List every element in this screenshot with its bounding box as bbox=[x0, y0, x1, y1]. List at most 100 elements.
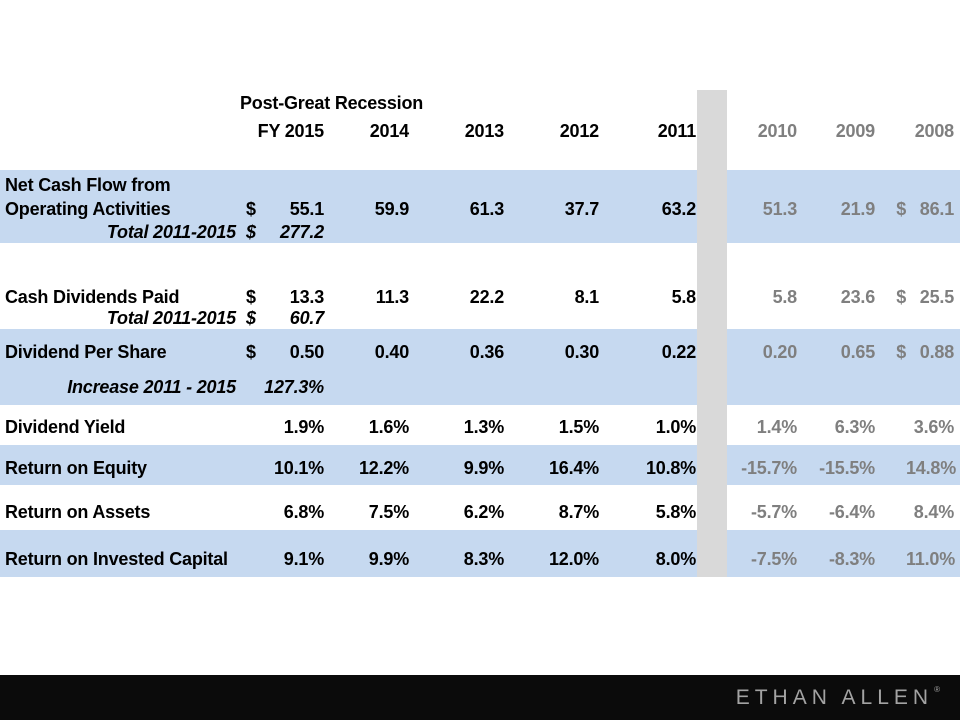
dollar-sign: $ bbox=[896, 286, 906, 307]
financial-table: Post-Great Recession FY 2015 2014 2013 2… bbox=[0, 90, 960, 577]
col-header-2008: 2008 bbox=[914, 120, 954, 141]
dollar-sign: $ bbox=[246, 341, 256, 362]
value-cell: 59.9 bbox=[374, 199, 409, 220]
registered-trademark-icon: ® bbox=[934, 685, 940, 694]
group-header-label: Post-Great Recession bbox=[240, 93, 424, 114]
value-cell: 8.1 bbox=[574, 286, 600, 307]
table-row-dividend-yield: Dividend Yield 1.9% 1.6% 1.3% 1.5% 1.0% … bbox=[0, 405, 960, 445]
subtotal-value: 277.2 bbox=[279, 221, 324, 242]
subtotal-value: 127.3% bbox=[264, 376, 324, 397]
row-values-line: Dividend Per Share $ 0.50 0.40 0.36 0.30… bbox=[0, 335, 960, 370]
row-values-line: Cash Dividends Paid $ 13.3 11.3 22.2 8.1… bbox=[0, 287, 960, 308]
value-cell-gray: 1.4% bbox=[756, 417, 797, 438]
subtotal-label: Total 2011-2015 bbox=[106, 221, 236, 242]
value-cell: 6.8% bbox=[283, 501, 324, 522]
value-cell: 9.9% bbox=[368, 548, 409, 569]
row-values-line: Operating Activities $ 55.1 59.9 61.3 37… bbox=[0, 198, 960, 222]
footer-bar: ETHAN ALLEN ® bbox=[0, 675, 960, 720]
value-cell-gray: -5.7% bbox=[750, 501, 797, 522]
value-cell: 55.1 bbox=[289, 199, 324, 220]
row-label: Cash Dividends Paid bbox=[5, 286, 180, 307]
col-header-2010: 2010 bbox=[757, 120, 797, 141]
dollar-sign: $ bbox=[246, 286, 256, 307]
value-cell: 1.5% bbox=[558, 417, 599, 438]
value-cell: 8.0% bbox=[655, 548, 696, 569]
value-cell-gray: 3.6% bbox=[913, 417, 954, 438]
value-cell-gray: 5.8 bbox=[772, 286, 798, 307]
table-row-cash-dividends-paid: Cash Dividends Paid $ 13.3 11.3 22.2 8.1… bbox=[0, 283, 960, 329]
value-cell: 0.40 bbox=[374, 341, 409, 362]
value-cell: 0.30 bbox=[564, 341, 599, 362]
row-label: Dividend Per Share bbox=[5, 341, 167, 362]
subtotal-label: Total 2011-2015 bbox=[106, 307, 236, 328]
value-cell-gray: 11.0% bbox=[906, 548, 956, 569]
spacer bbox=[0, 145, 960, 170]
table-row-dividend-per-share: Dividend Per Share $ 0.50 0.40 0.36 0.30… bbox=[0, 329, 960, 405]
value-cell: 22.2 bbox=[469, 286, 504, 307]
row-subtotal-line: Total 2011-2015 $ 60.7 bbox=[0, 308, 960, 329]
value-cell: 12.2% bbox=[358, 458, 409, 479]
col-header-2011: 2011 bbox=[657, 120, 696, 141]
row-label: Dividend Yield bbox=[5, 417, 126, 438]
dollar-sign: $ bbox=[246, 307, 256, 328]
subtotal-value: 60.7 bbox=[289, 307, 324, 328]
value-cell-gray: 6.3% bbox=[834, 417, 875, 438]
value-cell: 0.36 bbox=[469, 341, 504, 362]
value-cell: 7.5% bbox=[368, 501, 409, 522]
value-cell: 5.8% bbox=[655, 501, 696, 522]
row-label: Return on Invested Capital bbox=[5, 548, 228, 569]
column-divider-bar bbox=[697, 90, 727, 577]
value-cell-gray: -6.4% bbox=[828, 501, 875, 522]
value-cell-gray: -8.3% bbox=[828, 548, 875, 569]
value-cell-gray: 21.9 bbox=[840, 199, 875, 220]
value-cell: 1.0% bbox=[655, 417, 696, 438]
value-cell: 12.0% bbox=[548, 548, 599, 569]
dollar-sign: $ bbox=[246, 199, 256, 220]
value-cell: 11.3 bbox=[375, 286, 409, 307]
value-cell: 13.3 bbox=[289, 286, 324, 307]
value-cell-gray: 0.88 bbox=[919, 341, 954, 362]
value-cell: 0.22 bbox=[661, 341, 696, 362]
value-cell-gray: 25.5 bbox=[919, 286, 954, 307]
value-cell: 37.7 bbox=[564, 199, 599, 220]
dollar-sign: $ bbox=[896, 341, 906, 362]
col-header-fy2015: FY 2015 bbox=[257, 120, 325, 141]
value-cell-gray: -7.5% bbox=[750, 548, 797, 569]
value-cell-gray: 0.65 bbox=[840, 341, 875, 362]
row-subtotal-line: Increase 2011 - 2015 127.3% bbox=[0, 370, 960, 405]
value-cell: 9.1% bbox=[283, 548, 324, 569]
dollar-sign: $ bbox=[896, 199, 906, 220]
value-cell-gray: 14.8% bbox=[906, 458, 957, 479]
value-cell: 10.8% bbox=[645, 458, 696, 479]
value-cell: 10.1% bbox=[273, 458, 324, 479]
value-cell-gray: -15.7% bbox=[741, 458, 797, 479]
table-row-return-on-equity: Return on Equity 10.1% 12.2% 9.9% 16.4% … bbox=[0, 445, 960, 485]
row-label-line: Net Cash Flow from bbox=[0, 173, 960, 198]
subtotal-label: Increase 2011 - 2015 bbox=[67, 376, 236, 397]
value-cell: 9.9% bbox=[463, 458, 504, 479]
value-cell: 0.50 bbox=[289, 341, 324, 362]
row-label: Operating Activities bbox=[5, 199, 171, 220]
brand-logo: ETHAN ALLEN bbox=[735, 685, 934, 709]
value-cell: 8.7% bbox=[558, 501, 599, 522]
row-label: Return on Equity bbox=[5, 458, 147, 479]
col-header-2012: 2012 bbox=[559, 120, 599, 141]
value-cell: 6.2% bbox=[463, 501, 504, 522]
table-row-net-cash-flow: Net Cash Flow from Operating Activities … bbox=[0, 170, 960, 243]
value-cell: 8.3% bbox=[463, 548, 504, 569]
value-cell-gray: -15.5% bbox=[819, 458, 875, 479]
table-row-return-on-invested-capital: Return on Invested Capital 9.1% 9.9% 8.3… bbox=[0, 530, 960, 577]
value-cell: 16.4% bbox=[548, 458, 599, 479]
table-year-header-row: FY 2015 2014 2013 2012 2011 2010 2009 20… bbox=[0, 118, 960, 145]
value-cell-gray: 8.4% bbox=[913, 501, 954, 522]
value-cell: 5.8 bbox=[671, 286, 697, 307]
value-cell: 1.6% bbox=[368, 417, 409, 438]
value-cell-gray: 86.1 bbox=[919, 199, 954, 220]
col-header-2014: 2014 bbox=[369, 120, 409, 141]
table-row-return-on-assets: Return on Assets 6.8% 7.5% 6.2% 8.7% 5.8… bbox=[0, 485, 960, 530]
col-header-2009: 2009 bbox=[835, 120, 875, 141]
row-subtotal-line: Total 2011-2015 $ 277.2 bbox=[0, 222, 960, 243]
spacer bbox=[0, 243, 960, 283]
dollar-sign: $ bbox=[246, 221, 256, 242]
row-label: Return on Assets bbox=[5, 501, 151, 522]
